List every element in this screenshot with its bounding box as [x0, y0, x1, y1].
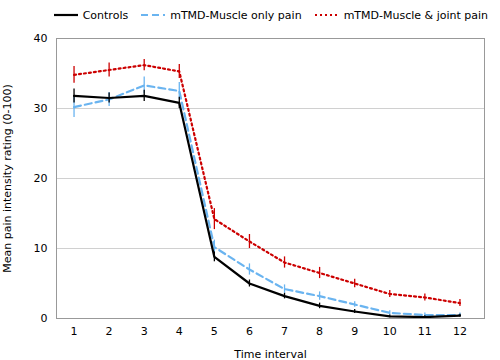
svg-text:Time interval: Time interval [233, 348, 306, 360]
svg-text:10: 10 [383, 325, 397, 338]
svg-text:2: 2 [106, 325, 113, 338]
html-text:mTMD-Muscle only pain: mTMD-Muscle only pain [170, 8, 302, 22]
svg-text:30: 30 [34, 102, 48, 115]
svg-text:10: 10 [34, 242, 48, 255]
svg-text:11: 11 [418, 325, 432, 338]
svg-text:1: 1 [71, 325, 78, 338]
svg-text:7: 7 [281, 325, 288, 338]
html-text:Controls: Controls [82, 8, 129, 22]
svg-text:40: 40 [34, 32, 48, 45]
svg-text:8: 8 [316, 325, 323, 338]
svg-text:5: 5 [211, 325, 218, 338]
svg-text:Mean pain intensity rating (0-: Mean pain intensity rating (0-100) [1, 84, 14, 273]
svg-text:6: 6 [246, 325, 253, 338]
svg-text:12: 12 [453, 325, 467, 338]
svg-text:9: 9 [351, 325, 358, 338]
svg-text:0: 0 [41, 312, 48, 325]
svg-text:20: 20 [34, 172, 48, 185]
svg-text:3: 3 [141, 325, 148, 338]
svg-text:4: 4 [176, 325, 183, 338]
html-text:mTMD-Muscle & joint pain: mTMD-Muscle & joint pain [343, 8, 488, 22]
